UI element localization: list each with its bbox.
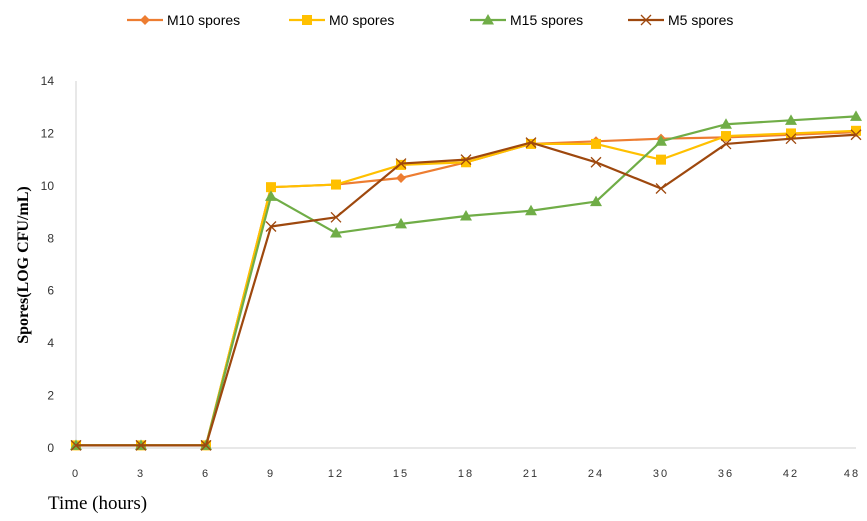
- legend-entry: M10 spores: [127, 12, 240, 28]
- legend-label: M0 spores: [329, 12, 394, 28]
- series-line: [76, 129, 857, 447]
- legend-entry: M0 spores: [289, 12, 394, 28]
- legend: M10 spores M0 spores M15 spores M5 spores: [127, 12, 733, 28]
- data-point: [396, 172, 406, 183]
- data-point: [590, 195, 602, 207]
- series-line: [76, 133, 857, 447]
- data-point: [525, 137, 537, 149]
- data-point: [460, 210, 472, 221]
- y-tick-label: 2: [47, 389, 54, 403]
- data-point: [850, 110, 862, 121]
- x-tick-label: 21: [523, 468, 539, 480]
- series-line: [76, 131, 857, 447]
- y-tick-label: 4: [47, 336, 54, 350]
- data-point: [851, 125, 861, 136]
- x-tick-label: 15: [393, 468, 409, 480]
- data-point: [720, 138, 732, 150]
- x-tick-label: 18: [458, 468, 474, 480]
- y-axis: 0 2 4 6 8 10 12 14: [41, 74, 77, 455]
- y-tick-label: 12: [41, 126, 55, 140]
- data-point: [200, 439, 212, 451]
- x-tick-label: 12: [328, 468, 344, 480]
- x-tick-label: 9: [267, 468, 275, 480]
- y-tick-label: 6: [47, 284, 54, 298]
- data-point: [785, 114, 797, 125]
- data-point: [655, 183, 667, 194]
- series-m10-spores: [71, 127, 861, 451]
- data-point: [460, 154, 472, 166]
- x-axis-label: Time (hours): [48, 493, 147, 514]
- data-point: [331, 179, 341, 190]
- legend-entry: M15 spores: [470, 12, 583, 28]
- data-point: [720, 118, 732, 129]
- series-layer: [70, 110, 862, 451]
- x-tick-label: 30: [653, 468, 669, 480]
- y-tick-label: 10: [41, 179, 55, 193]
- data-point: [135, 439, 147, 451]
- data-point: [330, 211, 342, 223]
- series-m5-spores: [70, 129, 862, 451]
- data-point: [70, 439, 82, 451]
- series-m0-spores: [71, 125, 861, 451]
- data-point: [655, 135, 667, 146]
- data-point: [656, 154, 666, 165]
- data-point: [721, 131, 731, 142]
- x-tick-label: 0: [72, 468, 80, 480]
- x-tick-label: 6: [202, 468, 210, 480]
- data-point: [526, 138, 536, 149]
- data-point: [591, 138, 601, 149]
- legend-marker: [482, 14, 494, 25]
- x-tick-label: 3: [137, 468, 145, 480]
- data-point: [850, 129, 862, 141]
- data-point: [461, 157, 471, 168]
- data-point: [785, 133, 797, 145]
- data-point: [525, 204, 537, 216]
- data-point: [265, 190, 277, 201]
- legend-entry: M5 spores: [628, 12, 733, 28]
- data-point: [330, 227, 342, 238]
- legend-marker: [140, 15, 150, 25]
- data-point: [395, 217, 407, 229]
- x-tick-label: 42: [783, 468, 799, 480]
- data-point: [265, 221, 277, 232]
- data-point: [786, 128, 796, 139]
- legend-marker: [640, 14, 652, 26]
- x-tick-label: 24: [588, 468, 604, 480]
- y-axis-label: Spores(LOG CFU/mL): [15, 186, 32, 343]
- y-tick-label: 8: [47, 231, 54, 245]
- x-tick-label: 36: [718, 468, 734, 480]
- data-point: [266, 182, 276, 193]
- y-tick-label: 14: [41, 74, 55, 88]
- legend-label: M15 spores: [510, 12, 583, 28]
- data-point: [590, 156, 602, 168]
- legend-label: M5 spores: [668, 12, 733, 28]
- x-axis: 0 3 6 9 12 15 18 21 24 30 36 42 48: [72, 447, 860, 480]
- legend-label: M10 spores: [167, 12, 240, 28]
- data-point: [395, 158, 407, 170]
- legend-marker: [302, 15, 312, 25]
- y-tick-label: 0: [47, 441, 54, 455]
- x-tick-label: 48: [844, 468, 860, 480]
